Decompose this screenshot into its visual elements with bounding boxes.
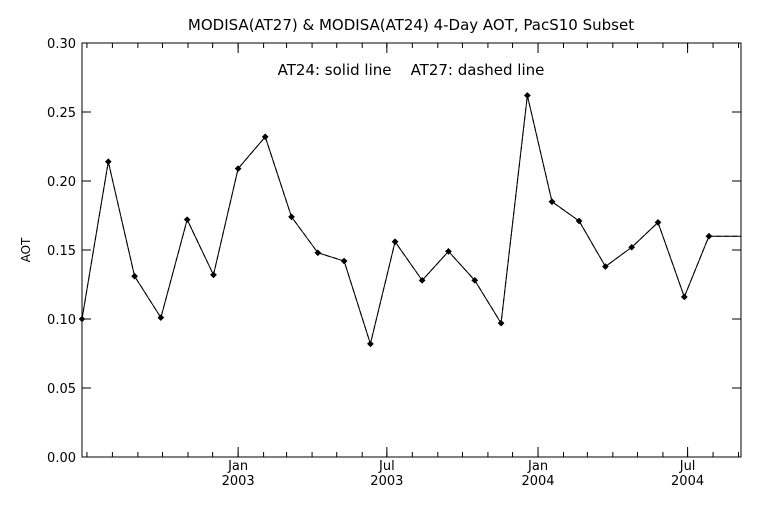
data-point-marker [391,238,399,246]
x-tick-month-label: Jan [227,459,248,474]
x-tick-month-label: Jan [527,459,548,474]
x-tick-month-label: Jul [679,459,696,474]
x-tick-year-label: 2003 [222,474,255,489]
y-tick-label: 0.05 [47,382,76,397]
data-point-marker [418,277,426,284]
data-point-marker [340,257,348,265]
data-point-marker [548,198,556,206]
data-point-marker [183,216,191,223]
y-axis-label: AOT [19,237,33,262]
y-tick-label: 0.25 [47,106,76,121]
y-tick-label: 0.20 [47,175,76,190]
data-point-marker [680,293,688,301]
x-tick-year-label: 2004 [671,474,704,489]
data-point-marker [210,271,217,279]
data-point-marker [234,165,242,172]
y-tick-label: 0.15 [47,244,76,259]
x-tick-month-label: Jul [378,459,395,474]
data-point-marker [104,158,112,166]
line-style-note: AT24: solid line AT27: dashed line [278,61,545,79]
series-line-dashed [81,94,741,345]
series-layer [78,92,741,348]
y-tick-label: 0.10 [47,313,76,328]
data-point-marker [654,219,662,226]
data-point-marker [367,340,374,348]
y-tick-label: 0.00 [47,451,76,466]
data-point-marker [157,314,165,321]
chart-title: MODISA(AT27) & MODISA(AT24) 4-Day AOT, P… [188,16,634,34]
data-point-marker [261,133,269,141]
y-tick-label: 0.30 [47,37,76,52]
y-axis: 0.00 0.05 0.10 0.15 0.20 0.25 0.30 [47,37,741,466]
data-point-marker [602,263,609,270]
data-point-marker [497,319,505,327]
data-point-marker [524,92,531,99]
x-tick-year-label: 2003 [370,474,403,489]
data-point-marker [575,217,583,225]
data-point-marker [288,213,295,221]
data-point-marker [78,315,86,323]
data-point-marker [314,249,322,257]
data-point-marker [131,272,138,280]
data-point-marker [705,232,713,240]
data-point-marker [628,243,636,251]
x-tick-year-label: 2004 [521,474,554,489]
data-point-marker [445,248,452,255]
data-point-marker [471,277,479,284]
